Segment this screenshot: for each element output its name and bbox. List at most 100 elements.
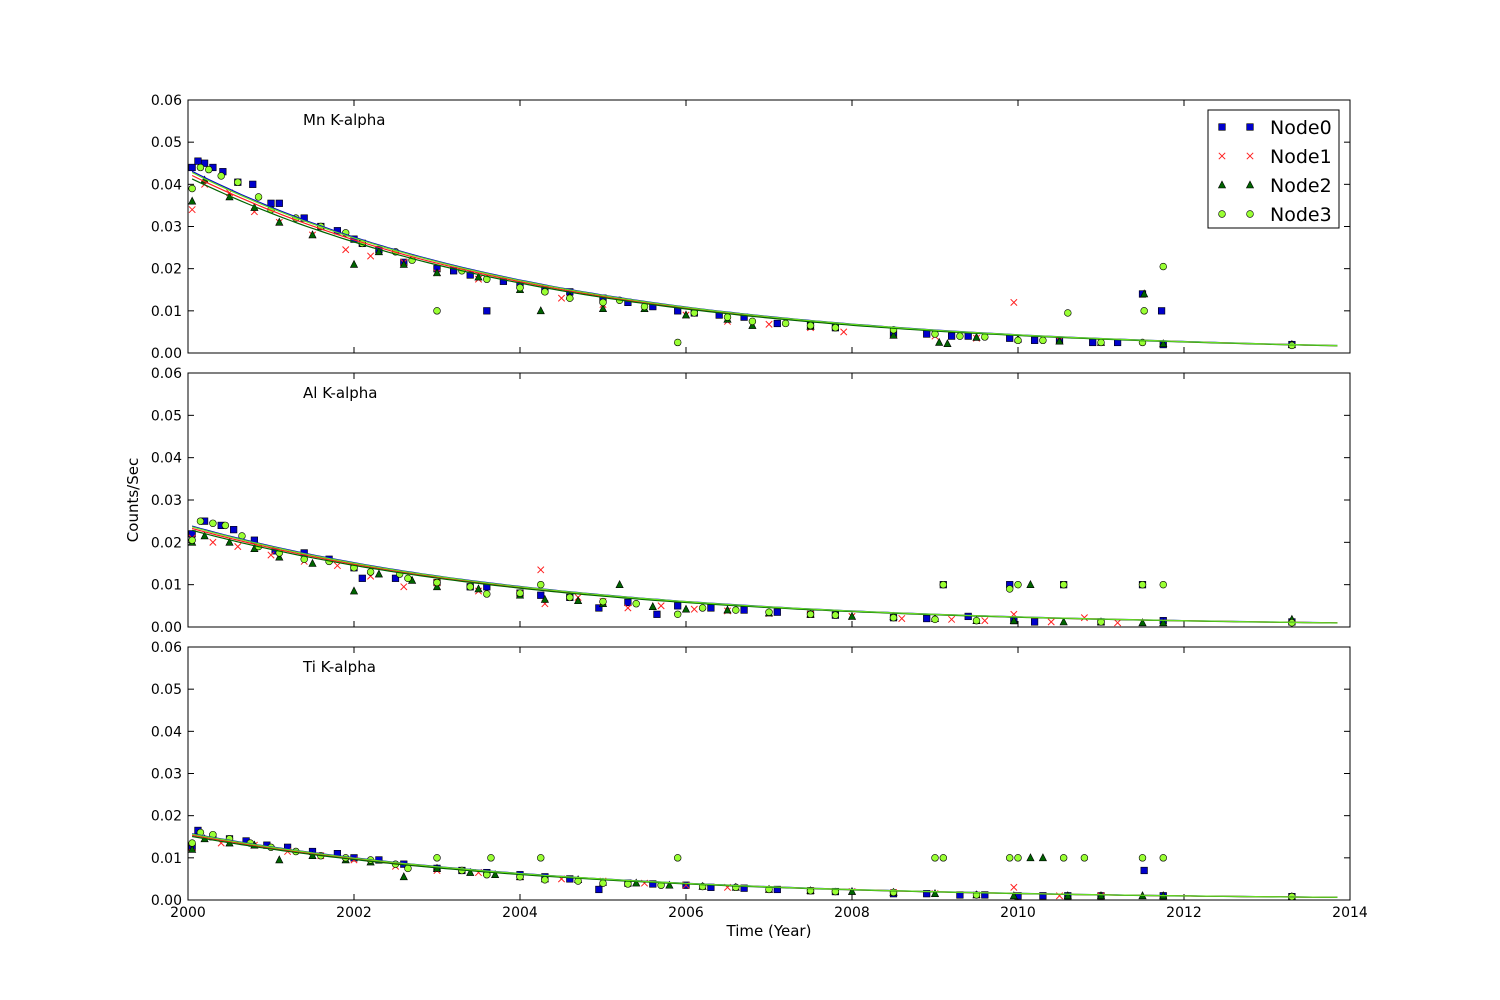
point-node3	[723, 313, 732, 321]
point-node3	[831, 324, 840, 332]
point-node0	[1031, 618, 1039, 626]
point-node0	[773, 319, 781, 328]
point-node2	[188, 196, 197, 205]
point-node2	[972, 332, 981, 341]
x-tick-label: 2002	[336, 905, 372, 921]
point-node0	[964, 332, 972, 340]
point-node2	[1009, 615, 1018, 624]
point-node3	[433, 578, 441, 587]
point-node3	[599, 879, 607, 887]
point-node2	[1038, 853, 1047, 862]
y-tick-label: 0.03	[151, 767, 182, 783]
legend-entry-node2: Node2	[1270, 175, 1332, 197]
point-node3	[188, 839, 196, 847]
point-node2	[432, 582, 442, 591]
x-tick-label: 2006	[668, 905, 704, 921]
point-node2	[1138, 618, 1147, 627]
x-tick-label: 2012	[1166, 905, 1202, 921]
y-tick-label: 0.02	[151, 809, 182, 825]
point-node3	[566, 593, 574, 602]
point-node2	[748, 320, 757, 329]
point-node3	[254, 193, 263, 201]
point-node1	[1010, 298, 1018, 306]
point-node2	[648, 602, 657, 610]
point-node3	[765, 608, 773, 616]
legend-marker-node0	[1246, 123, 1254, 131]
panel-2: 0.00 0.01 0.02 0.03 0.04 0.05 0.06 Al K-alpha	[151, 366, 1351, 636]
y-tick-label: 0.00	[151, 346, 182, 362]
point-node0	[1039, 892, 1047, 900]
point-node3	[433, 307, 441, 315]
point-node3	[1159, 580, 1167, 589]
legend-marker-node2	[1245, 180, 1255, 189]
point-node2	[200, 531, 209, 540]
y-tick-label: 0.06	[151, 93, 182, 109]
point-node3	[188, 184, 196, 193]
point-node2	[349, 259, 359, 268]
point-node3	[673, 854, 682, 862]
point-node3	[1097, 338, 1105, 347]
point-node2	[930, 889, 940, 897]
point-node1	[1114, 619, 1122, 627]
legend-marker-node2	[1217, 180, 1227, 189]
point-node0	[674, 602, 682, 610]
y-tick-label: 0.01	[151, 851, 182, 867]
point-node3	[466, 583, 474, 591]
y-tick-label: 0.00	[151, 893, 182, 909]
point-node2	[225, 537, 234, 546]
point-node1	[367, 252, 375, 260]
point-node3	[1080, 854, 1089, 862]
point-node3	[1014, 336, 1022, 345]
point-node3	[972, 616, 981, 625]
y-tick-label: 0.01	[151, 304, 182, 320]
point-node3	[196, 163, 205, 172]
point-node3	[1138, 580, 1147, 589]
point-node3	[541, 876, 549, 884]
point-node2	[275, 552, 284, 561]
point-node3	[698, 604, 707, 612]
point-node0	[923, 614, 931, 623]
point-node3	[956, 332, 964, 340]
y-tick-label: 0.02	[151, 262, 182, 278]
legend-box	[1207, 109, 1340, 229]
point-node0	[981, 891, 989, 899]
point-node3	[889, 613, 898, 622]
point-node2	[847, 886, 857, 895]
point-node1	[624, 604, 632, 612]
point-node2	[1026, 853, 1035, 862]
point-node3	[1140, 307, 1148, 315]
point-node2	[308, 558, 317, 567]
point-node1	[267, 551, 275, 559]
point-node1	[342, 246, 350, 254]
point-node1	[557, 294, 566, 302]
point-node2	[466, 867, 475, 876]
y-tick-label: 0.05	[151, 682, 182, 698]
y-tick-label: 0.03	[151, 493, 182, 509]
point-node0	[250, 536, 259, 544]
x-tick-label: 2014	[1332, 905, 1368, 921]
y-tick-label: 0.00	[151, 620, 182, 636]
point-node0	[923, 890, 931, 898]
point-node1	[765, 320, 773, 328]
panel-1: 0.00 0.01 0.02 0.03 0.04 0.05 0.06 Mn K-alpha	[151, 93, 1351, 362]
y-tick-label: 0.04	[151, 451, 182, 467]
point-node3	[931, 615, 939, 624]
point-node3	[1138, 854, 1147, 862]
panel-label: Ti K-alpha	[302, 658, 376, 676]
point-node3	[516, 589, 524, 597]
point-node2	[615, 580, 624, 588]
x-tick-label: 2010	[1000, 905, 1036, 921]
point-node2	[374, 569, 383, 578]
point-node1	[898, 614, 906, 623]
point-node3	[537, 580, 545, 589]
x-axis-label: Time (Year)	[726, 922, 812, 940]
point-node0	[194, 157, 202, 165]
point-node1	[657, 602, 665, 610]
point-node0	[773, 608, 781, 616]
legend-marker-node1	[1218, 152, 1226, 160]
point-node1	[234, 543, 242, 551]
point-node3	[541, 288, 549, 296]
point-node0	[188, 163, 196, 172]
